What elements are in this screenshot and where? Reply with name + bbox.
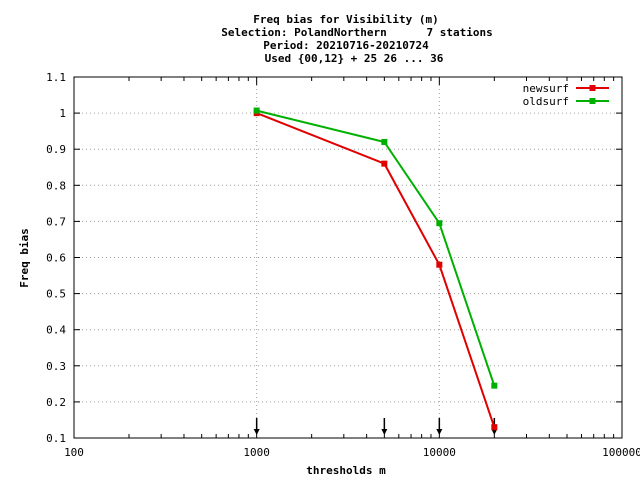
x-axis-label: thresholds m bbox=[306, 464, 386, 477]
y-tick-label: 0.9 bbox=[46, 143, 66, 156]
title-line-2: Selection: PolandNorthern 7 stations bbox=[221, 26, 493, 39]
y-axis-ticks: 0.1 0.2 0.3 0.4 0.5 0.6 0.7 0.8 0.9 1 1.1 bbox=[46, 71, 622, 445]
x-tick-label: 100000 bbox=[602, 446, 640, 459]
legend-marker-oldsurf bbox=[589, 98, 596, 104]
title-line-3: Period: 20210716-20210724 bbox=[263, 39, 429, 52]
legend-label-newsurf: newsurf bbox=[523, 82, 569, 95]
point-newsurf bbox=[436, 261, 443, 268]
y-axis-label: Freq bias bbox=[18, 228, 31, 288]
threshold-arrows bbox=[253, 418, 498, 435]
y-tick-label: 0.6 bbox=[46, 252, 66, 265]
legend-marker-newsurf bbox=[589, 85, 596, 91]
point-newsurf bbox=[381, 160, 388, 167]
y-tick-label: 0.3 bbox=[46, 360, 66, 373]
series-line-oldsurf bbox=[256, 109, 496, 387]
y-tick-label: 0.4 bbox=[46, 324, 66, 337]
point-oldsurf bbox=[491, 382, 498, 389]
point-newsurf bbox=[491, 424, 498, 431]
x-tick-label: 100 bbox=[64, 446, 84, 459]
title-line-4: Used {00,12} + 25 26 ... 36 bbox=[265, 52, 444, 65]
point-oldsurf bbox=[381, 138, 388, 145]
x-axis-ticks: 100 1000 10000 100000 bbox=[64, 77, 640, 459]
series-line-newsurf bbox=[256, 112, 496, 428]
y-tick-label: 1.1 bbox=[46, 71, 66, 84]
y-tick-label: 0.5 bbox=[46, 288, 66, 301]
series-group bbox=[253, 107, 498, 431]
y-tick-label: 0.8 bbox=[46, 179, 66, 192]
point-oldsurf bbox=[436, 220, 443, 227]
y-tick-label: 1 bbox=[59, 107, 66, 120]
y-tick-label: 0.1 bbox=[46, 432, 66, 445]
threshold-arrow-head bbox=[253, 429, 260, 435]
threshold-arrow-head bbox=[381, 429, 388, 435]
title-line-1: Freq bias for Visibility (m) bbox=[253, 13, 438, 26]
chart-title: Freq bias for Visibility (m) Selection: … bbox=[221, 13, 493, 65]
point-oldsurf bbox=[253, 107, 260, 114]
plot-frame bbox=[73, 76, 623, 439]
y-tick-label: 0.2 bbox=[46, 396, 66, 409]
threshold-arrow-head bbox=[436, 429, 443, 435]
grid bbox=[74, 77, 622, 438]
x-tick-label: 1000 bbox=[243, 446, 270, 459]
threshold-arrow-head bbox=[491, 429, 498, 435]
legend-label-oldsurf: oldsurf bbox=[523, 95, 569, 108]
x-tick-label: 10000 bbox=[423, 446, 456, 459]
y-tick-label: 0.7 bbox=[46, 215, 66, 228]
